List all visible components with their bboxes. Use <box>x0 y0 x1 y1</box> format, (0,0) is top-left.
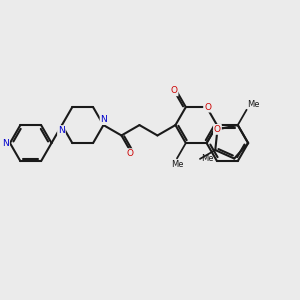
Text: N: N <box>100 115 107 124</box>
Text: O: O <box>170 86 178 95</box>
Text: N: N <box>58 126 65 135</box>
Text: Me: Me <box>171 160 183 169</box>
Text: N: N <box>2 139 9 148</box>
Text: O: O <box>214 125 221 134</box>
Text: O: O <box>204 103 211 112</box>
Text: Me: Me <box>201 154 214 164</box>
Text: Me: Me <box>248 100 260 109</box>
Text: O: O <box>126 149 133 158</box>
